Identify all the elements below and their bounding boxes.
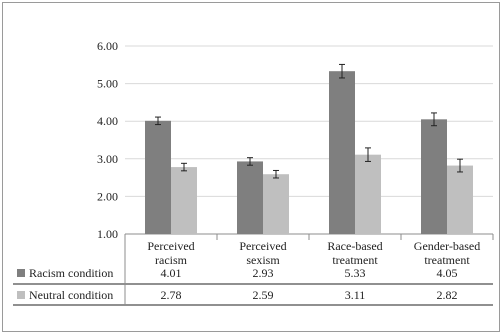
table-value: 2.59 [253,288,274,302]
bar [145,120,171,234]
table-value: 3.11 [345,288,366,302]
bar [421,119,447,234]
category-label: Perceived [239,239,286,253]
table-value: 2.82 [437,288,458,302]
bar [237,161,263,234]
category-label: treatment [424,253,470,267]
bar [447,165,473,234]
category-label: Perceived [147,239,194,253]
category-label: racism [155,253,188,267]
y-tick-label: 6.00 [97,39,118,53]
category-label: Race-based [327,239,382,253]
chart-frame: 1.00 2.00 3.00 4.00 5.00 6.00 Perceived racism P… [2,2,500,332]
bar [263,174,289,234]
table-value: 2.78 [161,288,182,302]
y-tick-label: 3.00 [97,152,118,166]
legend-swatch [17,269,25,277]
category-label: treatment [332,253,378,267]
table-value: 2.93 [253,266,274,280]
bar [329,71,355,234]
bar [355,154,381,234]
y-tick-label: 1.00 [97,227,118,241]
y-tick-label: 2.00 [97,189,118,203]
table-value: 4.01 [161,266,182,280]
legend-label: Racism condition [29,266,113,280]
y-tick-label: 4.00 [97,114,118,128]
table-value: 5.33 [345,266,366,280]
legend-label: Neutral condition [29,288,113,302]
category-label: Gender-based [414,239,480,253]
bar-chart: 1.002.003.004.005.006.00PerceivedracismP… [13,39,494,306]
legend-swatch [17,291,25,299]
y-tick-label: 5.00 [97,77,118,91]
bar [171,167,197,234]
category-label: sexism [246,253,280,267]
table-value: 4.05 [437,266,458,280]
